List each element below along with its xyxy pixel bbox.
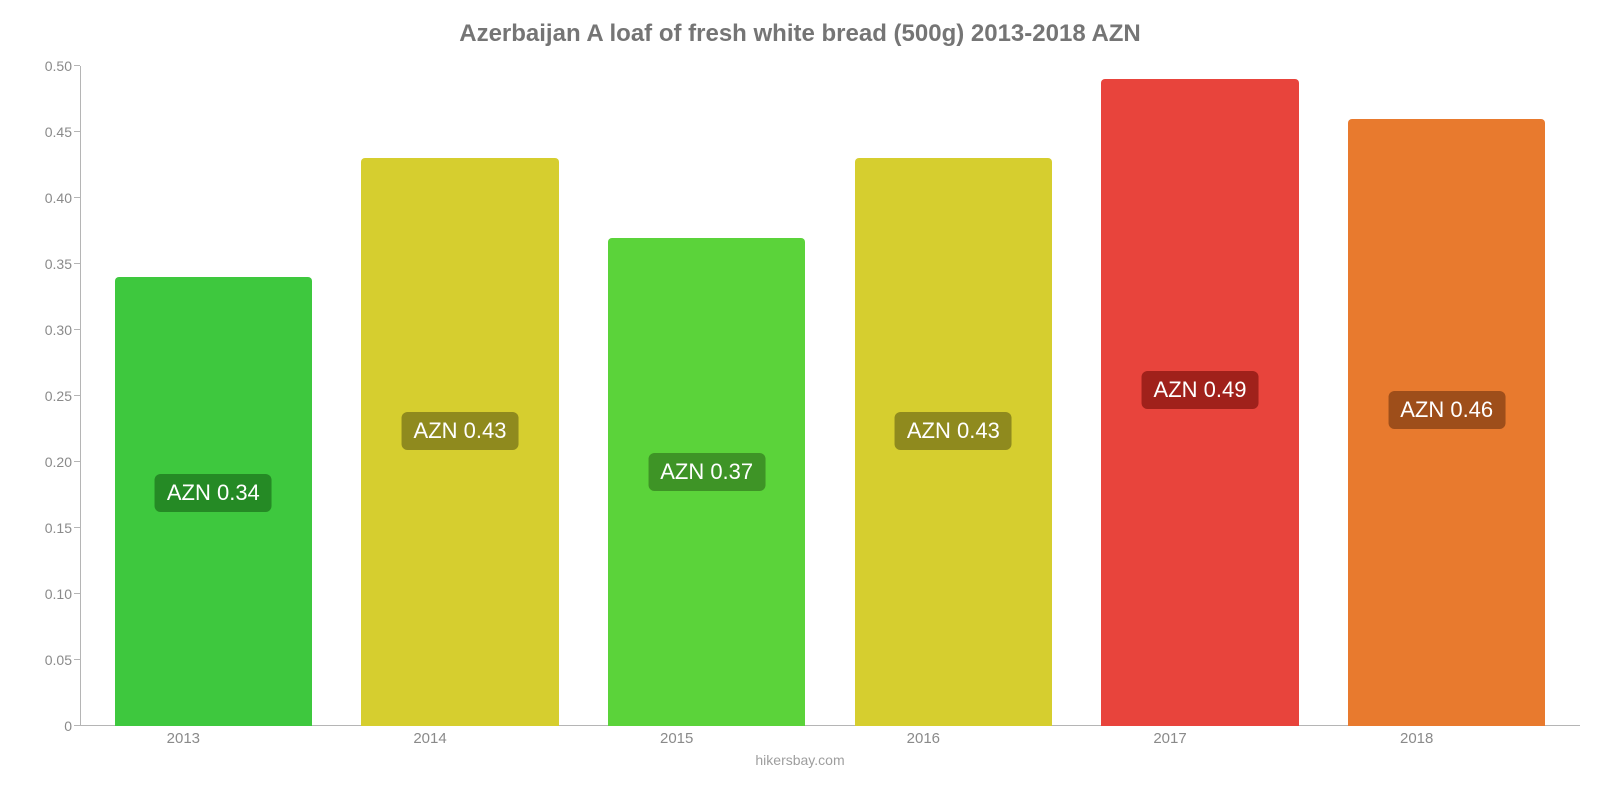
- ytick-mark: [74, 329, 80, 330]
- ytick-label: 0.05: [30, 652, 72, 668]
- bar-chart: Azerbaijan A loaf of fresh white bread (…: [0, 0, 1600, 800]
- ytick-mark: [74, 197, 80, 198]
- bar-slot: AZN 0.46: [1323, 66, 1570, 726]
- chart-title: Azerbaijan A loaf of fresh white bread (…: [30, 20, 1570, 48]
- bar: AZN 0.43: [361, 158, 558, 726]
- bar: AZN 0.43: [855, 158, 1052, 726]
- bar: AZN 0.46: [1348, 119, 1545, 726]
- bar-slot: AZN 0.43: [830, 66, 1077, 726]
- ytick-label: 0.40: [30, 190, 72, 206]
- ytick-label: 0.10: [30, 586, 72, 602]
- ytick-label: 0.25: [30, 388, 72, 404]
- ytick-mark: [74, 527, 80, 528]
- plot-area: AZN 0.34 AZN 0.43 AZN 0.37 AZN 0.43 AZN 0.49…: [80, 66, 1580, 726]
- bar-value-label: AZN 0.34: [155, 474, 272, 512]
- ytick-mark: [74, 461, 80, 462]
- x-axis-label: 2014: [307, 730, 554, 747]
- bar-value-label: AZN 0.46: [1388, 391, 1505, 429]
- ytick-label: 0.15: [30, 520, 72, 536]
- bar-slot: AZN 0.43: [337, 66, 584, 726]
- ytick-label: 0.20: [30, 454, 72, 470]
- bar-value-label: AZN 0.37: [648, 453, 765, 491]
- bar-value-label: AZN 0.43: [895, 412, 1012, 450]
- ytick-mark: [74, 65, 80, 66]
- bar-slot: AZN 0.49: [1077, 66, 1324, 726]
- ytick-label: 0.30: [30, 322, 72, 338]
- source-label: hikersbay.com: [30, 752, 1570, 768]
- ytick-mark: [74, 263, 80, 264]
- bar-slot: AZN 0.34: [90, 66, 337, 726]
- x-axis-label: 2017: [1047, 730, 1294, 747]
- x-axis-label: 2016: [800, 730, 1047, 747]
- ytick-mark: [74, 659, 80, 660]
- bar: AZN 0.37: [608, 238, 805, 726]
- ytick-mark: [74, 131, 80, 132]
- ytick-label: 0.50: [30, 58, 72, 74]
- ytick-mark: [74, 395, 80, 396]
- ytick-mark: [74, 725, 80, 726]
- bar: AZN 0.34: [115, 277, 312, 726]
- ytick-mark: [74, 593, 80, 594]
- ytick-label: 0.35: [30, 256, 72, 272]
- bar-slot: AZN 0.37: [583, 66, 830, 726]
- bar: AZN 0.49: [1101, 79, 1298, 726]
- bars-container: AZN 0.34 AZN 0.43 AZN 0.37 AZN 0.43 AZN 0.49…: [80, 66, 1580, 726]
- bar-value-label: AZN 0.49: [1142, 371, 1259, 409]
- x-axis-label: 2018: [1293, 730, 1540, 747]
- x-axis-label: 2013: [60, 730, 307, 747]
- ytick-label: 0.45: [30, 124, 72, 140]
- x-axis-label: 2015: [553, 730, 800, 747]
- x-axis-labels: 201320142015201620172018: [50, 730, 1550, 747]
- bar-value-label: AZN 0.43: [402, 412, 519, 450]
